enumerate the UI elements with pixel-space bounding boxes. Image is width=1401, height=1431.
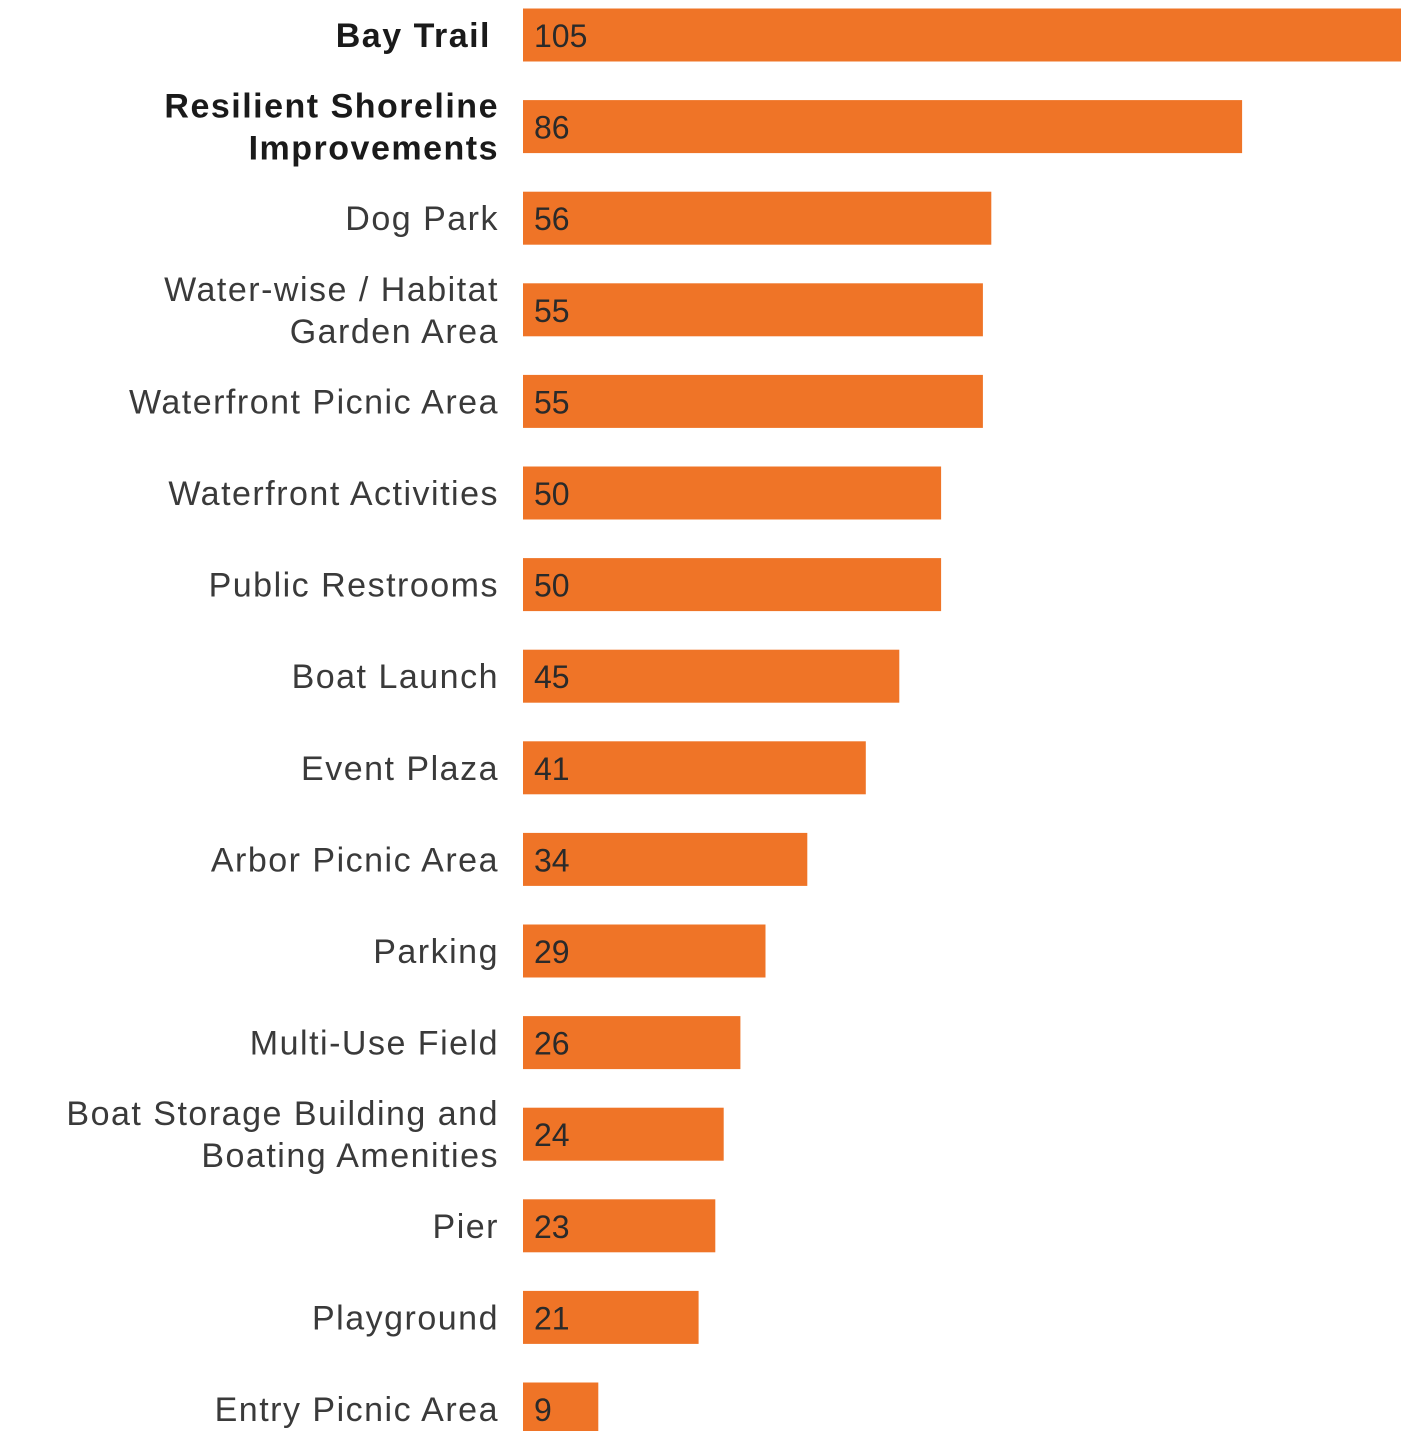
category-label: Playground (312, 1299, 499, 1337)
category-label-line: Pier (433, 1208, 499, 1246)
bar-value-label: 24 (534, 1117, 570, 1153)
bar (523, 558, 942, 612)
category-label: Event Plaza (301, 750, 499, 788)
bar-value-label: 41 (534, 751, 570, 787)
category-label: Multi-Use Field (250, 1025, 499, 1063)
category-label-line: Improvements (249, 130, 499, 168)
bar (523, 466, 942, 520)
category-label: Dog Park (345, 200, 499, 238)
bar-value-label: 56 (534, 201, 570, 237)
bar (523, 649, 900, 703)
bar-value-label: 105 (534, 18, 587, 54)
category-label-line: Water-wise / Habitat (164, 271, 499, 309)
category-label-line: Boating Amenities (201, 1137, 499, 1175)
bar-value-label: 55 (534, 384, 570, 420)
category-label: Boat Launch (292, 658, 499, 696)
bars-group (523, 8, 1401, 1431)
bar (523, 100, 1243, 154)
category-labels-group: Bay Trail Resilient Shoreline Improvements… (66, 17, 499, 1429)
category-label-line: Waterfront Picnic Area (129, 383, 499, 421)
category-label: Resilient Shoreline Improvements (164, 88, 499, 168)
bar (523, 1016, 741, 1070)
category-label: Public Restrooms (209, 567, 499, 605)
bar (523, 1382, 599, 1431)
bar (523, 1199, 716, 1253)
value-labels-group: 105 86 56 55 55 50 50 45 41 34 29 26 24 23 21 9 (534, 18, 587, 1428)
category-label: Pier (433, 1208, 499, 1246)
category-label: Waterfront Activities (168, 475, 499, 513)
bar (523, 8, 1401, 62)
bar-value-label: 50 (534, 476, 570, 512)
bar-value-label: 50 (534, 568, 570, 604)
category-label: Entry Picnic Area (215, 1391, 499, 1429)
bar-value-label: 9 (534, 1392, 552, 1428)
category-label-line: Boat Launch (292, 658, 499, 696)
category-label-line: Garden Area (290, 313, 499, 351)
category-label-line: Boat Storage Building and (66, 1095, 499, 1133)
bar-value-label: 29 (534, 934, 570, 970)
category-label-line: Multi-Use Field (250, 1025, 499, 1063)
bar-value-label: 23 (534, 1209, 570, 1245)
category-label-line: Entry Picnic Area (215, 1391, 499, 1429)
category-label-line: Playground (312, 1299, 499, 1337)
category-label-line: Arbor Picnic Area (211, 841, 499, 879)
bar (523, 191, 992, 245)
category-label-line: Public Restrooms (209, 567, 499, 605)
category-label: Arbor Picnic Area (211, 841, 499, 879)
category-label: Water-wise / Habitat Garden Area (164, 271, 499, 351)
category-label: Boat Storage Building and Boating Ameniti… (66, 1095, 499, 1175)
bar-value-label: 34 (534, 842, 570, 878)
bar (523, 1290, 699, 1344)
category-label-line: Waterfront Activities (168, 475, 499, 513)
category-label: Bay Trail (336, 17, 491, 55)
bar-value-label: 26 (534, 1026, 570, 1062)
bar-value-label: 55 (534, 293, 570, 329)
category-label-line: Parking (373, 933, 499, 971)
category-label-line: Event Plaza (301, 750, 499, 788)
bar-value-label: 21 (534, 1300, 570, 1336)
bar-value-label: 86 (534, 110, 570, 146)
category-label: Parking (373, 933, 499, 971)
category-label-line: Dog Park (345, 200, 499, 238)
bar-value-label: 45 (534, 659, 570, 695)
category-label-line: Bay Trail (336, 17, 491, 55)
bar (523, 283, 983, 337)
bar (523, 741, 866, 795)
bar (523, 1107, 724, 1161)
bar (523, 832, 808, 886)
category-label-line: Resilient Shoreline (164, 88, 499, 126)
bar (523, 374, 983, 428)
category-label: Waterfront Picnic Area (129, 383, 499, 421)
bar (523, 924, 766, 978)
